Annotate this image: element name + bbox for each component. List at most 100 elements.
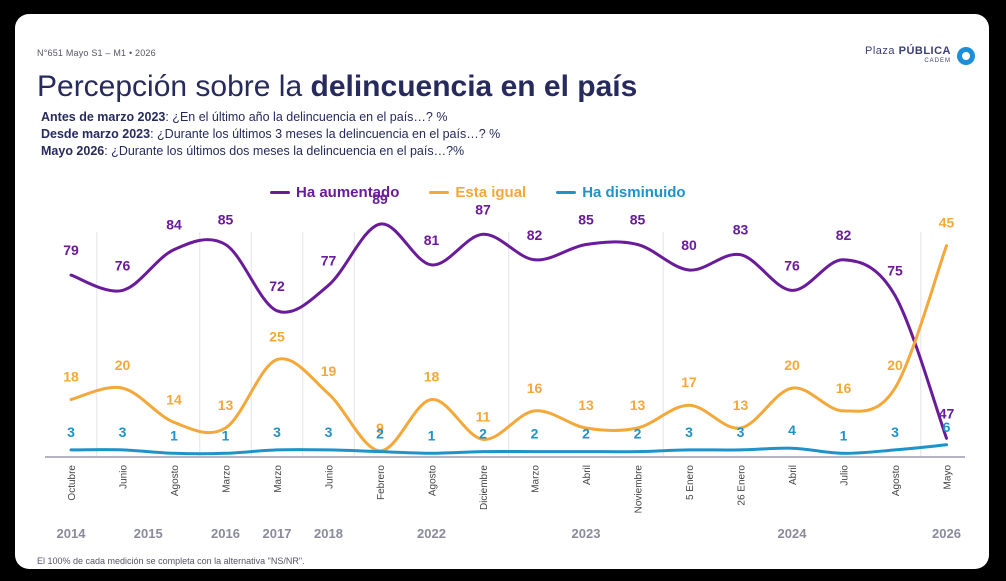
category-tick-label: Agosto bbox=[891, 465, 902, 497]
data-label-aumentado: 82 bbox=[527, 227, 543, 243]
category-tick-label: Abril bbox=[582, 465, 593, 485]
series-line-aumentado bbox=[69, 222, 948, 440]
footnote: El 100% de cada medición se completa con… bbox=[37, 556, 305, 566]
data-label-disminuido: 3 bbox=[685, 424, 693, 440]
data-label-igual: 18 bbox=[424, 369, 440, 385]
category-tick-label: Marzo bbox=[222, 465, 233, 493]
legend-swatch-igual bbox=[429, 191, 450, 194]
category-tick-label: 5 Enero bbox=[685, 465, 696, 500]
questions-block: Antes de marzo 2023: ¿En el último año l… bbox=[41, 109, 500, 160]
brand-publica: PÚBLICA bbox=[898, 45, 951, 57]
data-label-disminuido: 6 bbox=[943, 419, 951, 435]
data-label-igual: 14 bbox=[166, 391, 182, 407]
page-title: Percepción sobre la delincuencia en el p… bbox=[37, 70, 637, 104]
category-tick-label: Junio bbox=[119, 465, 130, 489]
year-label: 2026 bbox=[932, 526, 961, 541]
category-tick-label: Marzo bbox=[273, 465, 284, 493]
year-label: 2024 bbox=[778, 526, 808, 541]
chart-legend: Ha aumentado Esta igual Ha disminuido bbox=[270, 184, 686, 201]
data-label-disminuido: 3 bbox=[67, 424, 75, 440]
data-label-disminuido: 2 bbox=[531, 426, 539, 442]
title-bold: delincuencia en el país bbox=[310, 70, 638, 103]
data-label-disminuido: 1 bbox=[222, 427, 230, 443]
data-label-igual: 45 bbox=[939, 215, 955, 231]
category-tick-label: Abril bbox=[788, 465, 799, 485]
data-label-igual: 13 bbox=[630, 397, 646, 413]
data-label-disminuido: 3 bbox=[737, 424, 745, 440]
year-label: 2016 bbox=[211, 526, 240, 541]
question-1: Antes de marzo 2023: ¿En el último año l… bbox=[41, 110, 448, 124]
category-tick-label: Agosto bbox=[170, 465, 181, 497]
brand-sub: CADEM bbox=[924, 58, 951, 64]
data-label-igual: 20 bbox=[887, 357, 903, 373]
year-label: 2023 bbox=[572, 526, 601, 541]
data-label-igual: 20 bbox=[784, 357, 800, 373]
year-label: 2018 bbox=[314, 526, 343, 541]
data-label-disminuido: 1 bbox=[170, 427, 178, 443]
data-label-disminuido: 4 bbox=[788, 422, 796, 438]
data-label-disminuido: 3 bbox=[119, 424, 127, 440]
data-label-aumentado: 72 bbox=[269, 278, 285, 294]
title-regular: Percepción sobre la bbox=[37, 70, 303, 103]
data-label-disminuido: 1 bbox=[840, 427, 848, 443]
data-label-aumentado: 77 bbox=[321, 252, 337, 268]
brand-plaza: Plaza bbox=[865, 45, 896, 57]
series-line-disminuido bbox=[69, 443, 948, 456]
data-label-aumentado: 85 bbox=[578, 212, 594, 228]
question-3: Mayo 2026: ¿Durante los últimos dos mese… bbox=[41, 144, 465, 158]
data-label-disminuido: 3 bbox=[325, 424, 333, 440]
category-tick-label: 26 Enero bbox=[737, 465, 748, 506]
data-label-aumentado: 47 bbox=[939, 405, 955, 421]
data-label-aumentado: 84 bbox=[166, 217, 182, 233]
category-tick-label: Noviembre bbox=[634, 465, 645, 514]
category-tick-label: Marzo bbox=[531, 465, 542, 493]
data-label-aumentado: 83 bbox=[733, 222, 749, 238]
brand-logo: Plaza PÚBLICA CADEM bbox=[865, 46, 975, 66]
legend-item-aumentado: Ha aumentado bbox=[270, 184, 399, 201]
year-label: 2014 bbox=[57, 526, 87, 541]
category-tick-label: Junio bbox=[325, 465, 336, 489]
data-label-disminuido: 3 bbox=[273, 424, 281, 440]
data-label-aumentado: 75 bbox=[887, 263, 903, 279]
data-label-igual: 25 bbox=[269, 329, 285, 345]
data-label-aumentado: 81 bbox=[424, 232, 440, 248]
data-label-igual: 18 bbox=[63, 369, 79, 385]
data-label-igual: 13 bbox=[218, 397, 234, 413]
line-chart: 79 76 84 85 72 77 89 81 87 82 85 85 80 83 76 82 75 47 18 20… bbox=[45, 191, 965, 541]
data-label-aumentado: 87 bbox=[475, 201, 491, 217]
brand-bubble-icon bbox=[957, 47, 975, 65]
year-label: 2022 bbox=[417, 526, 446, 541]
data-label-igual: 11 bbox=[476, 408, 491, 424]
data-label-aumentado: 82 bbox=[836, 227, 852, 243]
data-label-aumentado: 80 bbox=[681, 237, 697, 253]
year-label: 2017 bbox=[263, 526, 292, 541]
legend-item-igual: Esta igual bbox=[429, 184, 526, 201]
data-label-aumentado: 76 bbox=[115, 257, 131, 273]
category-tick-label: Octubre bbox=[67, 465, 78, 501]
series-line-igual bbox=[69, 244, 948, 453]
legend-item-disminuido: Ha disminuido bbox=[556, 184, 686, 201]
category-tick-label: Mayo bbox=[943, 465, 954, 490]
data-label-aumentado: 89 bbox=[372, 191, 388, 207]
data-label-igual: 16 bbox=[527, 380, 543, 396]
chart-card: N°651 Mayo S1 – M1 • 2026 Plaza PÚBLICA … bbox=[15, 14, 989, 569]
data-label-disminuido: 3 bbox=[891, 424, 899, 440]
data-label-disminuido: 2 bbox=[376, 426, 384, 442]
question-2: Desde marzo 2023: ¿Durante los últimos 3… bbox=[41, 127, 501, 141]
data-label-igual: 20 bbox=[115, 357, 131, 373]
data-label-igual: 13 bbox=[578, 397, 594, 413]
category-tick-label: Febrero bbox=[376, 465, 387, 500]
category-tick-label: Agosto bbox=[428, 465, 439, 497]
data-label-disminuido: 2 bbox=[479, 426, 487, 442]
data-label-disminuido: 2 bbox=[582, 426, 590, 442]
category-tick-label: Diciembre bbox=[479, 465, 490, 510]
data-label-igual: 9 bbox=[376, 420, 384, 436]
category-tick-label: Julio bbox=[840, 465, 851, 486]
data-label-aumentado: 85 bbox=[218, 212, 234, 228]
report-meta: N°651 Mayo S1 – M1 • 2026 bbox=[37, 48, 156, 58]
data-label-igual: 19 bbox=[321, 363, 337, 379]
legend-swatch-aumentado bbox=[270, 191, 290, 194]
data-label-igual: 13 bbox=[733, 397, 749, 413]
data-label-disminuido: 2 bbox=[634, 426, 642, 442]
legend-swatch-disminuido bbox=[556, 191, 577, 194]
